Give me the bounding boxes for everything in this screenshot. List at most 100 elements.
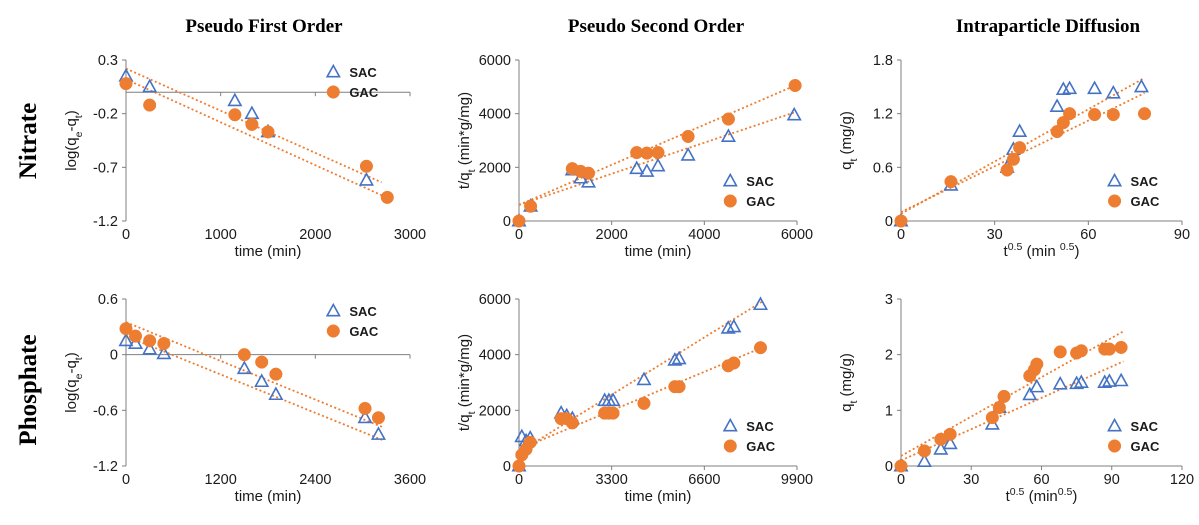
chart-nitrate-ipd: 0 0.6 1.2 1.8 0 30 60 90 t0.5 (min 0.5) qt (mg/g)… — [838, 53, 1190, 260]
column-title-intraparticle-diffusion: Intraparticle Diffusion — [956, 16, 1141, 37]
data-point-gac — [1053, 345, 1067, 359]
y-tick-label: 0.3 — [98, 53, 118, 69]
y-tick-label: 2000 — [479, 160, 511, 176]
data-point-gac — [721, 112, 735, 126]
data-point-sac — [752, 296, 769, 311]
data-point-gac — [943, 427, 957, 441]
data-point-gac — [681, 129, 695, 144]
data-point-gac — [523, 435, 537, 449]
data-point-sac — [1062, 80, 1078, 95]
legend: SAC GAC — [722, 417, 776, 454]
data-point-gac — [245, 117, 259, 131]
x-tick-label: 3000 — [394, 227, 426, 243]
data-point-sac — [1113, 372, 1129, 387]
y-tick-label: -0.6 — [93, 403, 118, 419]
legend-label-sac: SAC — [746, 174, 774, 189]
y-tick-label: 1 — [885, 403, 893, 419]
data-point-gac — [228, 108, 242, 122]
data-point-gac — [512, 459, 526, 473]
data-point-sac — [605, 392, 621, 407]
y-tick-label: 0.6 — [98, 292, 118, 308]
data-point-sac — [639, 163, 655, 177]
legend: SAC GAC — [1107, 417, 1161, 454]
legend: SAC GAC — [1107, 172, 1161, 209]
data-point-gac — [358, 401, 372, 416]
data-point-gac — [917, 444, 931, 458]
data-point-gac — [261, 125, 275, 139]
data-point-sac — [358, 172, 374, 186]
data-point-gac — [255, 355, 269, 369]
data-point-sac — [127, 335, 143, 350]
data-point-gac — [637, 396, 651, 410]
data-point-sac — [1069, 375, 1085, 390]
legend-label-gac: GAC — [1131, 439, 1161, 454]
data-point-gac — [1013, 141, 1027, 155]
data-point-sac — [142, 78, 158, 93]
x-tick-label: 0 — [122, 227, 130, 243]
data-point-sac — [1133, 78, 1149, 93]
x-tick-label: 60 — [1033, 472, 1049, 488]
legend: SAC GAC — [722, 172, 776, 209]
legend-label-gac: GAC — [1131, 194, 1161, 209]
data-point-gac — [1056, 116, 1070, 130]
y-tick-label: 4000 — [479, 107, 511, 123]
data-point-gac — [143, 98, 157, 112]
legend-marker-gac — [723, 194, 737, 208]
data-point-gac — [997, 389, 1011, 403]
trendline-sac — [125, 335, 383, 441]
data-point-gac — [651, 146, 665, 160]
x-tick-label: 2000 — [596, 227, 628, 243]
data-point-sac — [726, 318, 742, 333]
legend-label-gac: GAC — [746, 194, 776, 209]
data-point-sac — [1029, 378, 1045, 393]
x-tick-label: 6600 — [688, 472, 720, 488]
x-axis-label: time (min) — [625, 243, 692, 260]
y-tick-label: 0 — [885, 214, 893, 230]
y-axis-label: t/qt (min*g/mg) — [456, 334, 478, 431]
legend-label-gac: GAC — [349, 324, 379, 339]
data-point-gac — [944, 175, 958, 189]
trendline-gac — [518, 84, 796, 206]
legend-label-sac: SAC — [349, 65, 377, 80]
x-axis-label: t0.5 (min0.5) — [1006, 486, 1078, 505]
data-point-gac — [894, 459, 908, 473]
data-point-sac — [254, 373, 270, 388]
data-point-gac — [727, 356, 741, 370]
chart-nitrate-pfo: -1.2 -0.7 -0.2 0.3 0 1000 2000 3000 time (min) lo… — [63, 53, 426, 260]
legend-label-gac: GAC — [746, 439, 776, 454]
x-tick-label: 1200 — [205, 472, 237, 488]
data-point-gac — [1000, 163, 1014, 177]
data-point-gac — [1063, 107, 1077, 121]
data-point-gac — [359, 159, 374, 173]
data-point-gac — [1074, 344, 1088, 358]
legend-marker-gac — [326, 324, 340, 338]
data-point-gac — [992, 401, 1006, 415]
chart-phosphate-pso: 0 2000 4000 6000 0 3300 6600 9900 time (min) t/qt… — [456, 292, 813, 505]
y-axis-label: t/qt (min*g/mg) — [456, 92, 478, 189]
data-point-sac — [720, 128, 736, 142]
data-point-sac — [786, 106, 802, 121]
data-point-gac — [380, 190, 394, 204]
data-point-sac — [227, 92, 243, 107]
y-tick-label: 1.2 — [873, 107, 893, 123]
x-axis-label: t0.5 (min 0.5) — [1004, 241, 1080, 260]
x-tick-label: 0 — [897, 472, 905, 488]
x-tick-label: 90 — [1174, 227, 1190, 243]
x-tick-label: 2000 — [299, 227, 331, 243]
x-tick-label: 3300 — [596, 472, 628, 488]
legend-label-gac: GAC — [349, 85, 379, 100]
data-point-sac — [916, 453, 932, 468]
data-point-gac — [753, 341, 768, 355]
data-point-sac — [720, 320, 736, 334]
data-point-gac — [606, 406, 620, 420]
x-axis-label: time (min) — [235, 488, 302, 505]
legend-marker-sac — [1107, 417, 1123, 432]
legend-marker-gac — [1108, 439, 1122, 453]
data-point-gac — [143, 334, 157, 348]
data-point-gac — [672, 380, 686, 394]
chart-nitrate-pso: 0 2000 4000 6000 0 2000 4000 6000 time (min) t/qt… — [456, 53, 813, 260]
y-tick-label: 6000 — [479, 53, 511, 69]
y-tick-label: 0.6 — [873, 160, 893, 176]
x-axis-label: time (min) — [625, 488, 692, 505]
